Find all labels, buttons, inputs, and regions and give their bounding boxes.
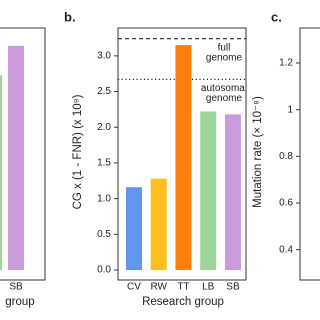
x-tick-label: SB — [226, 282, 240, 293]
x-tick-label: RW — [150, 282, 167, 293]
bar — [8, 45, 24, 271]
bar — [224, 114, 241, 271]
panel-title: b. — [64, 9, 76, 24]
y-tick-label: 1 — [287, 104, 293, 115]
y-axis-label: Mutation rate (× 10⁻⁸) — [252, 96, 264, 208]
reference-label: genome — [206, 93, 243, 104]
x-tick-label: CV — [127, 282, 141, 293]
x-tick-label: SB — [9, 282, 23, 293]
axes-box — [0, 27, 46, 281]
x-axis-label: group — [5, 296, 34, 308]
y-tick-label: 1.0 — [97, 193, 111, 204]
y-tick-label: 3.0 — [97, 50, 111, 61]
reference-label: autosomal — [201, 83, 247, 94]
x-tick-label: TT — [177, 282, 189, 293]
x-tick-label: LB — [202, 282, 215, 293]
x-axis-label: Research group — [142, 296, 224, 308]
reference-label: genome — [206, 52, 243, 63]
bar — [0, 75, 2, 271]
y-tick-label: 0.5 — [97, 229, 111, 240]
panel-title: c. — [271, 9, 282, 24]
axes-box — [299, 27, 320, 281]
y-tick-label: 2.0 — [97, 122, 111, 133]
bar — [175, 45, 192, 271]
y-tick-label: 0.4 — [279, 244, 293, 255]
y-tick-label: 1.5 — [97, 158, 111, 169]
y-axis-label: CG x (1 - FNR) (x 10⁹) — [72, 94, 84, 209]
y-tick-label: 0.8 — [279, 151, 293, 162]
bar — [150, 178, 167, 271]
axes-box — [117, 27, 247, 281]
y-tick-label: 1.2 — [279, 58, 293, 69]
reference-label: full — [218, 42, 231, 53]
bar — [125, 187, 142, 271]
bar — [200, 111, 217, 271]
y-tick-label: 2.5 — [97, 86, 111, 97]
y-tick-label: 0.0 — [97, 265, 111, 276]
y-tick-label: 0.6 — [279, 198, 293, 209]
